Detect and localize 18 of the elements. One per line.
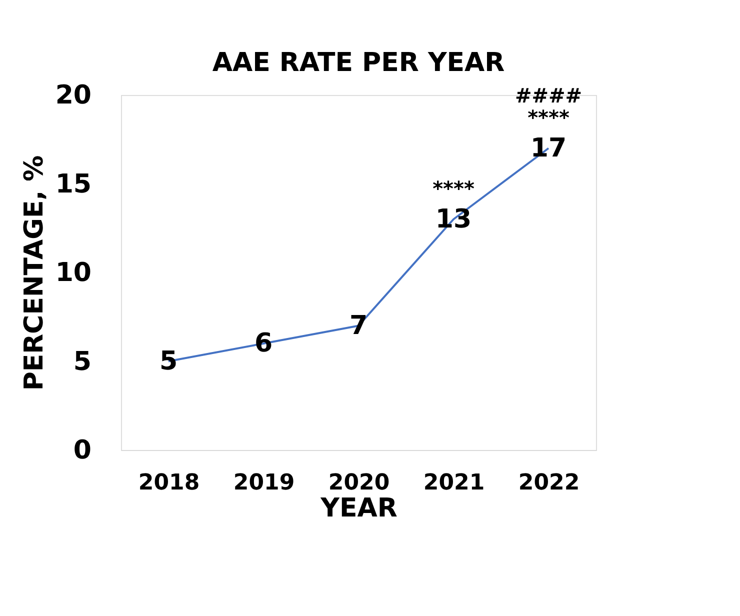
y-tick-label: 15 xyxy=(55,169,92,200)
y-tick-label: 5 xyxy=(73,346,92,377)
data-label: 17 xyxy=(530,133,567,164)
y-tick-label: 20 xyxy=(55,80,92,110)
y-axis-title: PERCENTAGE, % xyxy=(19,155,50,391)
x-tick-label: 2019 xyxy=(233,470,295,496)
y-tick-label: 0 xyxy=(73,436,92,466)
data-label: 5 xyxy=(159,346,178,376)
annotation: **** xyxy=(528,105,570,130)
x-tick-label: 2021 xyxy=(423,470,485,496)
chart-title: AAE RATE PER YEAR xyxy=(212,48,505,78)
annotation: **** xyxy=(432,176,475,200)
y-tick-label: 10 xyxy=(55,258,92,288)
x-tick-label: 2020 xyxy=(328,470,390,496)
x-tick-label: 2018 xyxy=(138,470,200,496)
x-tick-label: 2022 xyxy=(518,470,580,496)
x-axis-title: YEAR xyxy=(320,494,398,524)
annotation: #### xyxy=(514,83,582,108)
